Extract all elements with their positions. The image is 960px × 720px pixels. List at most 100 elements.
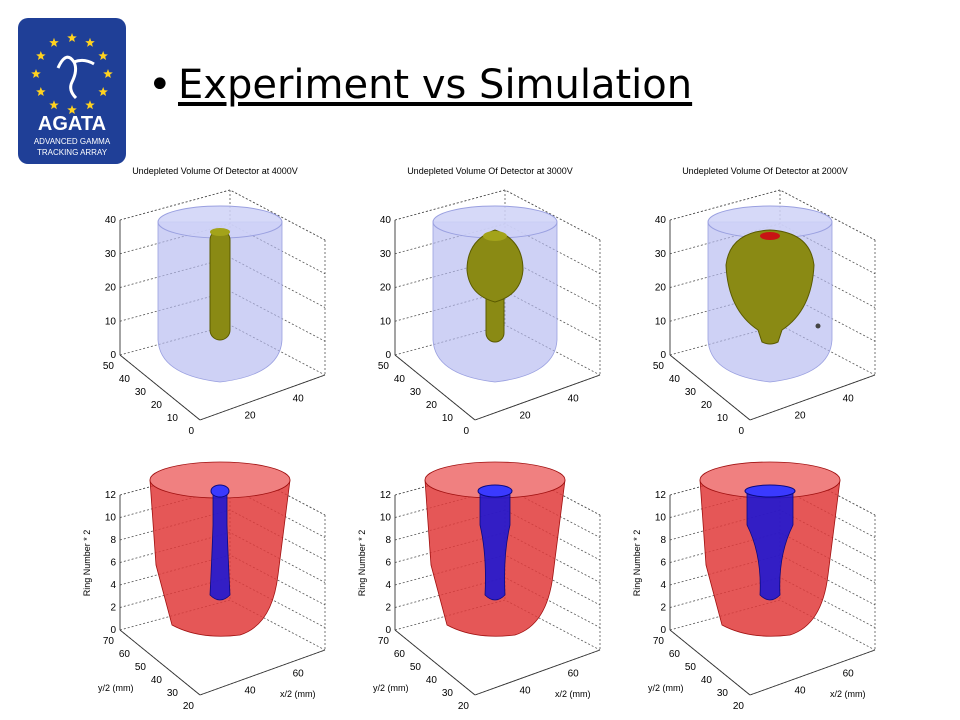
y-axis	[119, 354, 201, 421]
plot-title: Undepleted Volume Of Detector at 2000V	[682, 166, 848, 176]
y-axis	[669, 629, 751, 696]
z-tick-label: 20	[380, 283, 392, 294]
star-icon	[49, 37, 59, 47]
grid-line	[669, 290, 876, 342]
y-tick-label: 40	[701, 675, 713, 686]
grid-line	[669, 554, 876, 606]
z-tick-label: 0	[110, 350, 116, 361]
z-tick-label: 8	[385, 535, 391, 546]
grid-line	[119, 577, 326, 628]
y-tick-label: 0	[463, 426, 469, 435]
plot-top-3000v: Undepleted Volume Of Detector at 3000V01…	[378, 166, 601, 435]
grid-line	[669, 189, 876, 241]
grid-line	[119, 223, 326, 275]
y-tick-label: 30	[410, 387, 422, 398]
y-tick-label: 50	[410, 662, 422, 673]
star-icon	[85, 37, 95, 47]
plot-bottom-2: 0 2 4 6 8 10 12 70 60 50 40 30 20 40 60 Ring Number * 2…	[357, 461, 601, 710]
z-tick-label: 20	[105, 283, 117, 294]
x-axis-label: x/2 (mm)	[830, 689, 866, 699]
marker-dot	[815, 323, 821, 329]
star-icon	[67, 33, 77, 42]
y-tick-label: 50	[378, 361, 390, 372]
plot-title: Undepleted Volume Of Detector at 4000V	[132, 166, 298, 176]
slide-title: • Experiment vs Simulation	[148, 62, 692, 108]
grid-line	[119, 257, 326, 308]
star-icon	[85, 100, 95, 110]
y-tick-label: 40	[426, 675, 438, 686]
z-tick-label: 0	[110, 625, 116, 636]
z-tick-label: 8	[110, 535, 116, 546]
z-tick-label: 6	[660, 558, 666, 569]
grid-line	[119, 189, 326, 241]
plot-top-2000v: Undepleted Volume Of Detector at 2000V 01…	[653, 166, 876, 435]
y-tick-label: 50	[685, 662, 697, 673]
grid-floor-back	[119, 324, 326, 376]
z-tick-label: 30	[380, 249, 392, 260]
plot-title: Undepleted Volume Of Detector at 3000V	[407, 166, 573, 176]
bullet-icon: •	[148, 62, 172, 108]
y-tick-label: 0	[738, 426, 744, 435]
y-axis-label: y/2 (mm)	[373, 683, 409, 693]
y-tick-label: 50	[103, 361, 115, 372]
grid-line	[669, 577, 876, 628]
z-tick-label: 6	[385, 558, 391, 569]
y-axis	[669, 354, 751, 421]
grid-floor-back	[394, 599, 601, 651]
y-tick-label: 30	[167, 688, 179, 699]
z-tick-label: 40	[655, 215, 667, 226]
x-tick-label: 40	[843, 393, 855, 404]
grid-floor-back	[119, 599, 326, 651]
x-tick-label: 60	[293, 668, 305, 679]
y-tick-label: 50	[653, 361, 665, 372]
z-tick-label: 10	[380, 513, 392, 524]
y-tick-label: 10	[717, 413, 729, 424]
y-tick-label: 70	[653, 636, 665, 647]
y-tick-label: 30	[442, 688, 454, 699]
y-tick-label: 70	[378, 636, 390, 647]
x-tick-label: 20	[520, 411, 532, 422]
z-tick-label: 4	[110, 580, 116, 591]
y-tick-label: 20	[733, 701, 745, 710]
y-tick-label: 40	[394, 374, 406, 385]
x-axis	[749, 374, 876, 421]
y-tick-label: 40	[669, 374, 681, 385]
depleted-core-top	[744, 484, 796, 498]
grid-line	[394, 487, 601, 538]
axes-grid: 0 2 4 6 8 10 12 70 60 50 40 30 20 40 60	[378, 464, 601, 710]
star-icon	[98, 51, 108, 60]
depleted-core-top	[210, 484, 230, 498]
z-tick-label: 8	[660, 535, 666, 546]
y-tick-label: 20	[183, 701, 195, 710]
y-tick-label: 50	[135, 662, 147, 673]
star-icon	[36, 87, 46, 96]
z-tick-label: 6	[110, 558, 116, 569]
y-axis-label: y/2 (mm)	[648, 683, 684, 693]
depleted-core	[746, 489, 794, 601]
x-tick-label: 40	[795, 686, 807, 697]
z-tick-label: 40	[105, 215, 117, 226]
depleted-core	[479, 489, 511, 601]
z-tick-label: 12	[655, 490, 667, 501]
undepleted-volume	[466, 229, 524, 303]
grid-line	[119, 487, 326, 538]
star-icon	[103, 69, 113, 78]
logo-line2: TRACKING ARRAY	[37, 148, 108, 157]
grid-line	[394, 464, 601, 516]
z-tick-label: 2	[660, 603, 666, 614]
undepleted-volume	[725, 229, 815, 345]
y-axis	[394, 629, 476, 696]
star-icon	[49, 100, 59, 110]
y-tick-label: 60	[669, 649, 681, 660]
z-tick-label: 40	[380, 215, 392, 226]
eu-stars-icon	[31, 33, 113, 114]
y-tick-label: 60	[394, 649, 406, 660]
logo-line1: ADVANCED GAMMA	[34, 137, 111, 146]
depleted-core-top	[477, 484, 513, 498]
x-tick-label: 40	[520, 686, 532, 697]
x-axis-label: x/2 (mm)	[280, 689, 316, 699]
z-tick-label: 10	[105, 513, 117, 524]
grid-line	[669, 464, 876, 516]
z-tick-label: 0	[385, 625, 391, 636]
y-tick-label: 20	[151, 400, 163, 411]
